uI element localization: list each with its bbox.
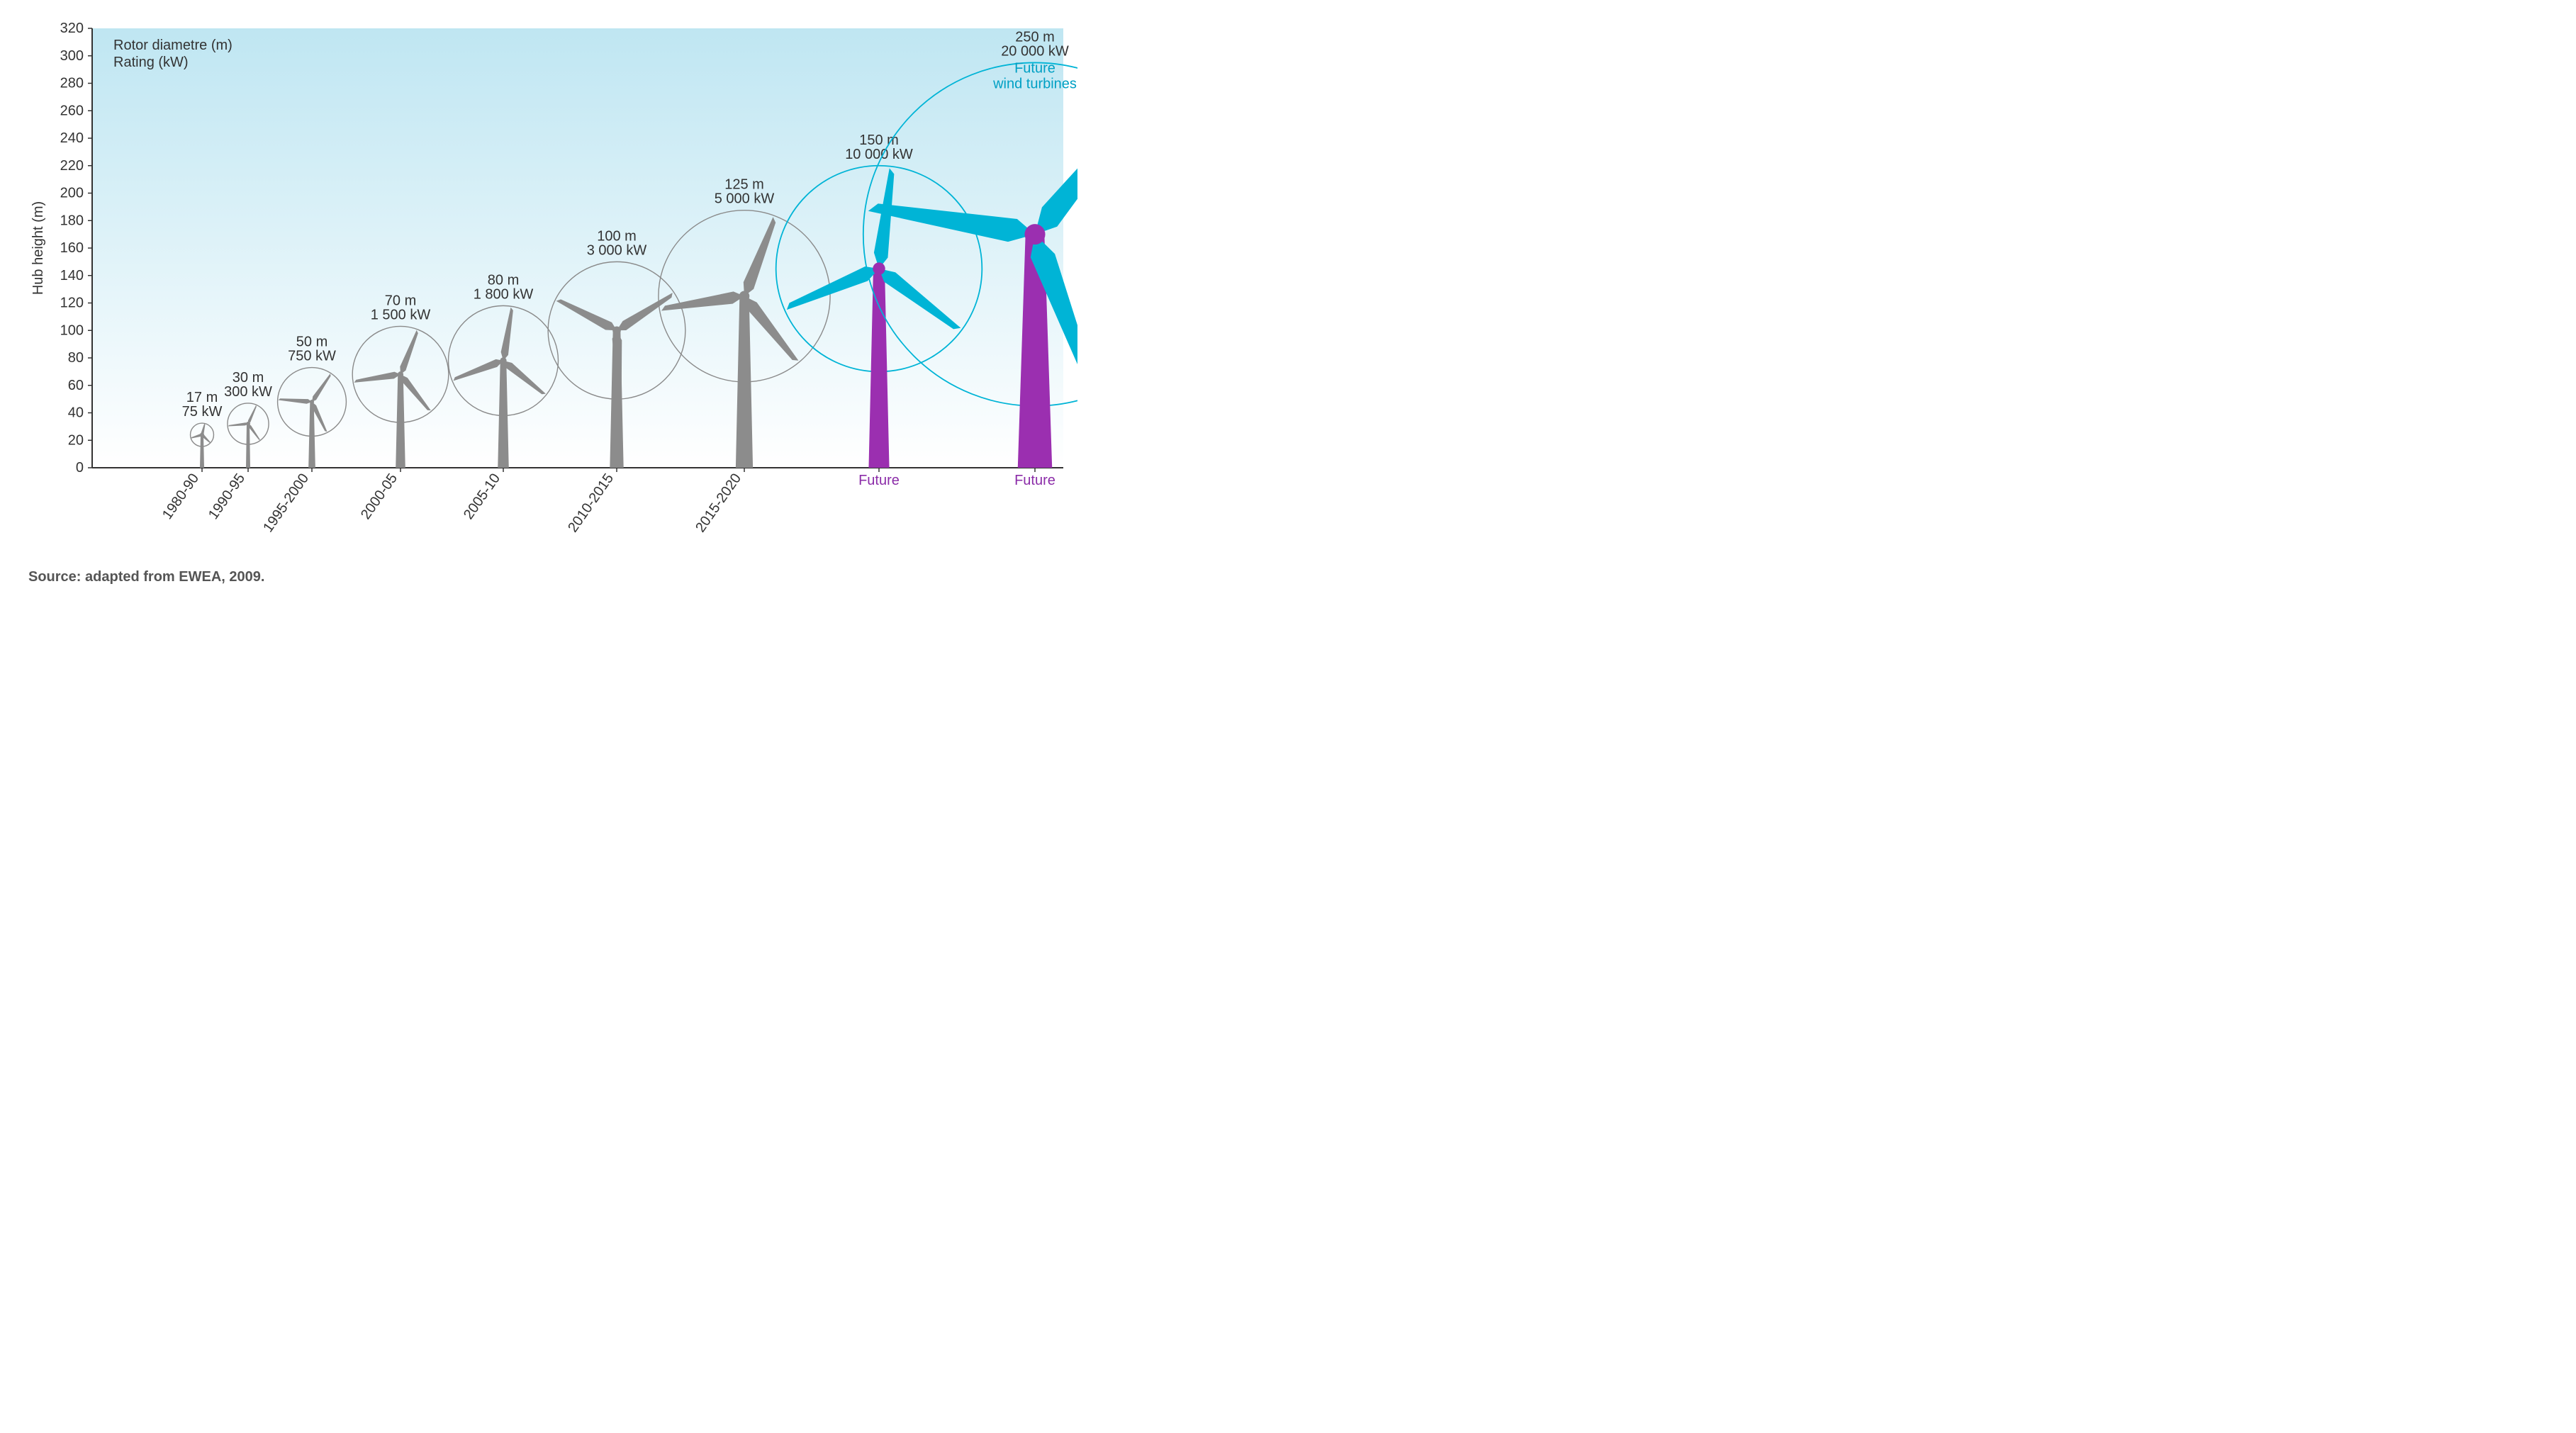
turbine-rating-label: 10 000 kW (845, 147, 913, 162)
x-tick-label: 2015-2020 (693, 471, 744, 535)
turbine-rotor-label: 30 m (233, 370, 264, 386)
y-tick-label: 40 (68, 405, 84, 421)
y-axis-label: Hub height (m) (30, 201, 46, 295)
turbine-hub (873, 262, 885, 274)
turbine-rating-label: 750 kW (288, 349, 336, 364)
turbine-rating-label: 1 800 kW (474, 286, 534, 302)
turbine-hub (500, 357, 506, 364)
y-tick-label: 280 (60, 76, 84, 91)
legend-line: Rotor diametre (m) (113, 38, 233, 53)
y-tick-label: 120 (60, 296, 84, 311)
x-tick-label: 1995-2000 (260, 471, 312, 535)
y-tick-label: 60 (68, 378, 84, 393)
source-text: Source: adapted from EWEA, 2009. (28, 569, 264, 585)
turbine-hub (398, 371, 403, 377)
turbine-rotor-label: 80 m (488, 272, 519, 288)
turbine-tower (200, 435, 204, 468)
x-tick-label: 2000-05 (358, 471, 401, 522)
turbine-rotor-label: 125 m (724, 177, 764, 193)
turbine-rating-label: 20 000 kW (1001, 43, 1069, 59)
wind-turbine-chart: 0 20 40 60 80 100 120 140 160 180 200 220 240 260 280 3… (14, 14, 1077, 595)
turbine-rating-label: 75 kW (182, 404, 223, 420)
y-tick-label: 200 (60, 186, 84, 201)
y-tick-label: 100 (60, 322, 84, 338)
turbine-tower (246, 424, 250, 468)
turbine-rotor-label: 100 m (597, 228, 637, 244)
turbine-hub (612, 326, 621, 335)
y-tick-label: 80 (68, 350, 84, 366)
turbine-rotor-label: 17 m (186, 390, 218, 405)
turbine-rating-label: 3 000 kW (587, 242, 647, 258)
turbine-rotor-label: 250 m (1015, 29, 1055, 45)
turbine-future-note: wind turbines (992, 76, 1077, 91)
legend-line: Rating (kW) (113, 55, 189, 70)
turbine-rating-label: 300 kW (224, 384, 272, 400)
turbine-hub (1024, 224, 1045, 245)
turbine-rating-label: 1 500 kW (371, 307, 431, 322)
turbine-rotor-label: 150 m (859, 133, 899, 148)
y-tick-label: 160 (60, 240, 84, 256)
turbine-rotor-label: 70 m (385, 293, 416, 308)
x-tick-label: 1980-90 (159, 471, 202, 522)
turbine-hub (739, 291, 750, 302)
turbine-rating-label: 5 000 kW (715, 191, 775, 207)
turbine-future-note: Future (1014, 60, 1055, 76)
y-tick-label: 20 (68, 432, 84, 448)
y-tick-label: 320 (60, 21, 84, 36)
turbine-hub (200, 433, 204, 437)
x-tick-label: 2005-10 (461, 471, 503, 522)
y-tick-label: 260 (60, 103, 84, 118)
chart-container: 0 20 40 60 80 100 120 140 160 180 200 220 240 260 280 3… (0, 0, 2576, 609)
plot-background (92, 28, 1063, 468)
y-tick-label: 240 (60, 130, 84, 146)
x-tick-label: 1990-95 (206, 471, 248, 522)
x-tick-label: Future (858, 473, 900, 488)
y-tick-label: 140 (60, 268, 84, 283)
turbine-hub (310, 400, 314, 404)
y-tick-label: 0 (76, 460, 84, 476)
y-tick-label: 300 (60, 48, 84, 64)
y-tick-label: 180 (60, 213, 84, 228)
y-tick-label: 220 (60, 158, 84, 174)
turbine-hub (246, 422, 250, 426)
turbine-rotor-label: 50 m (296, 335, 327, 350)
x-tick-label: 2010-2015 (565, 471, 617, 535)
x-tick-label: Future (1014, 473, 1055, 488)
